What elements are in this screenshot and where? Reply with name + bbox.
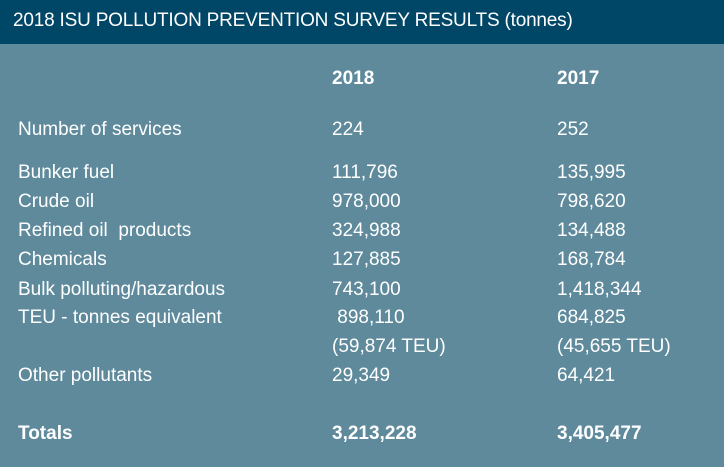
row-label: Refined oil products <box>18 220 192 241</box>
row-label: Bulk polluting/hazardous <box>18 279 226 300</box>
value-2017: 684,825 <box>557 307 626 328</box>
teu-note-2018: (59,874 TEU) <box>332 336 446 357</box>
value-services-2017: 252 <box>557 119 589 140</box>
value-2018: 127,885 <box>332 249 401 270</box>
row-label: Bunker fuel <box>18 162 115 183</box>
column-header-2018: 2018 <box>332 68 375 89</box>
value-2018: 324,988 <box>332 220 401 241</box>
value-2017: 134,488 <box>557 220 626 241</box>
value-2018: 111,796 <box>332 162 398 183</box>
column-header-2017: 2017 <box>557 68 600 89</box>
value-2018: 898,110 <box>332 307 405 328</box>
row-label: Crude oil <box>18 191 95 212</box>
value-2018: 978,000 <box>332 191 401 212</box>
value-2017: 1,418,344 <box>557 279 642 300</box>
totals-2018: 3,213,228 <box>332 423 417 444</box>
row-label: Other pollutants <box>18 365 153 386</box>
title-bar: 2018 ISU POLLUTION PREVENTION SURVEY RES… <box>0 0 724 44</box>
totals-label: Totals <box>18 423 73 444</box>
row-label: Chemicals <box>18 249 107 270</box>
value-2017: 135,995 <box>557 162 626 183</box>
row-label-services: Number of services <box>18 119 182 140</box>
value-2017: 798,620 <box>557 191 626 212</box>
value-2018: 743,100 <box>332 279 401 300</box>
table-title: 2018 ISU POLLUTION PREVENTION SURVEY RES… <box>13 10 573 31</box>
value-services-2018: 224 <box>332 119 364 140</box>
value-2018: 29,349 <box>332 365 391 386</box>
value-2017: 64,421 <box>557 365 616 386</box>
teu-note-2017: (45,655 TEU) <box>557 336 671 357</box>
value-2017: 168,784 <box>557 249 626 270</box>
results-table <box>0 44 724 467</box>
totals-2017: 3,405,477 <box>557 423 642 444</box>
row-label: TEU - tonnes equivalent <box>18 307 222 328</box>
